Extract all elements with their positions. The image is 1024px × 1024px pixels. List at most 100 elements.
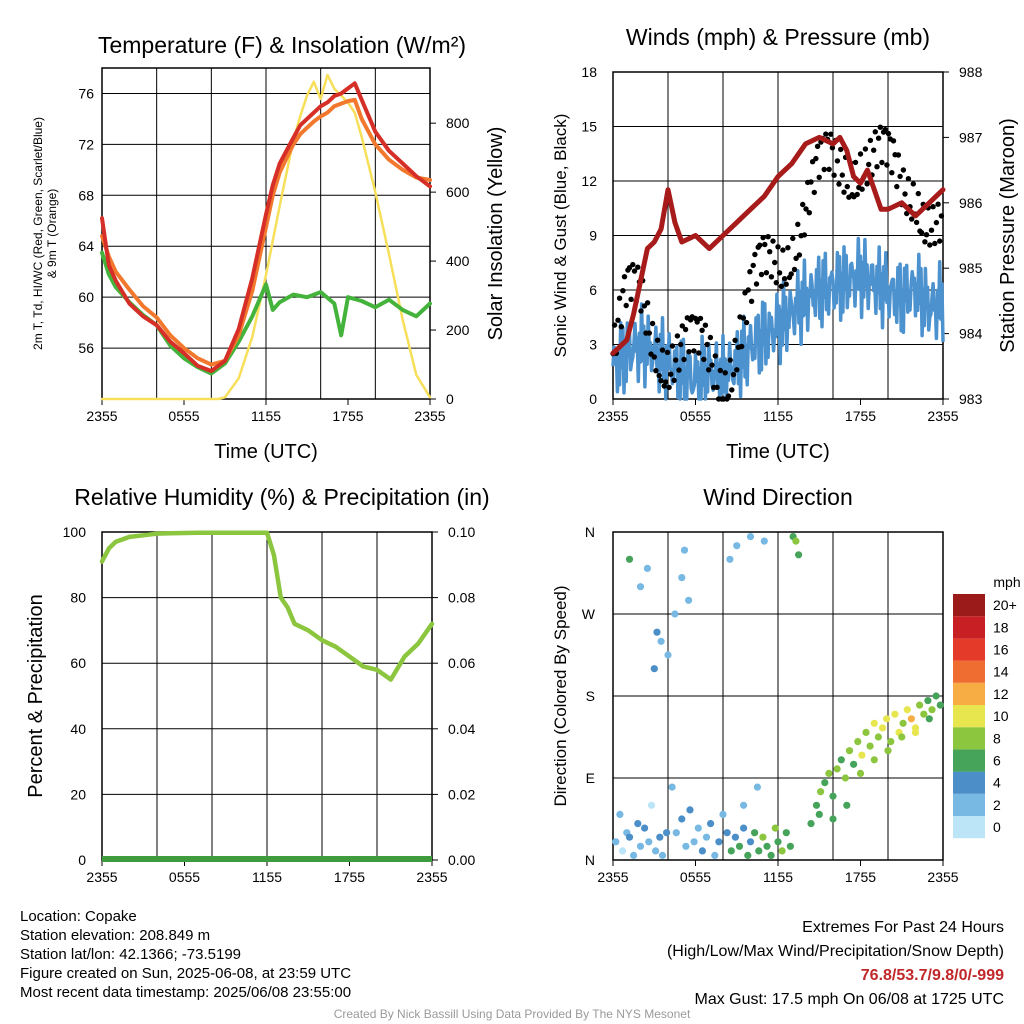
wind-gust-point <box>691 348 697 354</box>
colorbar-label: 20+ <box>993 597 1017 613</box>
wind-xtick-label: 2355 <box>597 408 628 424</box>
wind-gust-point <box>763 270 770 276</box>
wdir-point <box>782 829 790 837</box>
wdir-point <box>755 847 763 855</box>
wdir-point <box>723 829 731 837</box>
temp-ytick-label: 72 <box>78 136 94 152</box>
wind-gust-point <box>841 189 847 195</box>
wdir-point <box>733 542 741 550</box>
wind-gust-point <box>706 367 712 373</box>
wdir-point <box>740 801 748 809</box>
wind-gust-point <box>937 238 943 244</box>
temp-y2tick-label: 0 <box>446 391 454 407</box>
wind-gust-point <box>927 242 933 248</box>
wind-ytick-label: 9 <box>589 228 597 244</box>
wind-gust-point <box>730 371 737 378</box>
wind-gust-point <box>694 319 700 325</box>
wdir-point <box>845 747 854 755</box>
wind-xtick-label: 2355 <box>927 408 958 424</box>
rh-ytick-label: 80 <box>70 590 86 606</box>
temp-y2tick-label: 200 <box>446 322 470 338</box>
wind-gust-point <box>895 152 902 158</box>
wind-gust-point <box>658 378 664 384</box>
wdir-point <box>771 824 779 832</box>
wind-gust-point <box>734 367 740 373</box>
wind-gust-point <box>739 343 745 350</box>
wind-series-line <box>610 134 946 356</box>
wind-gust-point <box>897 173 903 180</box>
rh-ytick-label: 0 <box>78 852 86 868</box>
wind-panel: Sonic Wind & Gust (Blue, Black) Station P… <box>551 71 1019 405</box>
extremes-subtitle: (High/Low/Max Wind/Precipitation/Snow De… <box>666 943 1004 960</box>
wind-gust-point <box>745 287 751 293</box>
wdir-point <box>634 820 642 828</box>
wind-gust-point <box>806 210 812 216</box>
temp-ytick-label: 56 <box>78 340 94 356</box>
wind-gust-point <box>811 189 817 196</box>
wind-gust-point <box>781 276 788 282</box>
wdir-point <box>870 719 878 727</box>
wind-y2tick-label: 988 <box>959 64 983 80</box>
temp-series-line <box>100 97 432 367</box>
temp-y2tick-label: 800 <box>446 115 470 131</box>
rh-y2tick-label: 0.04 <box>448 721 475 737</box>
wind-gust-point <box>867 137 874 144</box>
extremes-panel: Extremes For Past 24 Hours (High/Low/Max… <box>667 916 1004 1012</box>
wind-gust-point <box>826 166 832 172</box>
wdir-point <box>658 851 667 860</box>
temp-y2tick-label: 600 <box>446 184 470 200</box>
wdir-ytick-label: N <box>585 852 595 868</box>
wind-ytick-label: 6 <box>589 282 597 298</box>
colorbar-label: 14 <box>993 664 1009 680</box>
rh-y2tick-label: 0.02 <box>448 786 475 802</box>
colorbar-label: 16 <box>993 642 1009 658</box>
wind-gust-point <box>638 308 644 314</box>
wdir-point <box>767 851 775 860</box>
station-latlon: Station lat/lon: 42.1366; -73.5199 <box>20 946 242 963</box>
wdir-point <box>641 824 649 832</box>
wind-gust-point <box>615 317 621 323</box>
wind-gust-point <box>879 159 885 166</box>
wind-gust-point <box>765 234 771 240</box>
wdir-point <box>663 829 671 837</box>
wind-ylabel: Sonic Wind & Gust (Blue, Black) <box>551 114 570 358</box>
wdir-point <box>672 829 680 837</box>
wind-gust-point <box>909 216 915 222</box>
wdir-point <box>792 537 800 545</box>
wind-gust-point <box>701 356 707 363</box>
wind-gust-point <box>682 326 689 333</box>
wdir-point <box>647 801 656 809</box>
wdir-point <box>778 847 786 855</box>
wind-gust-point <box>673 357 679 363</box>
wind-gust-point <box>791 266 798 273</box>
wdir-point <box>731 833 740 841</box>
colorbar-label: 8 <box>993 730 1001 746</box>
wind-gust-point <box>631 268 638 274</box>
wind-gust-point <box>653 368 659 374</box>
wind-gust-point <box>727 357 733 363</box>
wdir-point <box>653 628 661 636</box>
wind-gust-point <box>922 239 928 245</box>
wind-y2label: Station Pressure (Maroon) <box>997 118 1019 353</box>
wdir-ytick-label: E <box>586 770 595 786</box>
wind-gust-point <box>635 264 641 270</box>
wdir-point <box>854 738 862 746</box>
wind-gust-point <box>668 371 674 377</box>
wdir-point <box>862 728 870 737</box>
wind-gust-point <box>871 147 877 153</box>
wdir-point <box>619 847 627 855</box>
wind-gust-point <box>918 230 925 236</box>
wind-y2tick-label: 985 <box>959 260 983 276</box>
wdir-point <box>833 765 841 773</box>
wdir-point <box>727 847 735 855</box>
wind-gust-point <box>808 179 814 185</box>
wind-gust-point <box>611 322 618 328</box>
wdir-point <box>928 706 936 714</box>
rh-title: Relative Humidity (%) & Precipitation (i… <box>74 484 489 510</box>
wdir-point <box>829 792 837 800</box>
wind-gust-point <box>790 235 796 242</box>
wind-gust-point <box>697 315 704 322</box>
colorbar-label: 6 <box>993 753 1001 769</box>
wind-gust-point <box>618 324 624 330</box>
wind-gust-point <box>875 135 882 141</box>
